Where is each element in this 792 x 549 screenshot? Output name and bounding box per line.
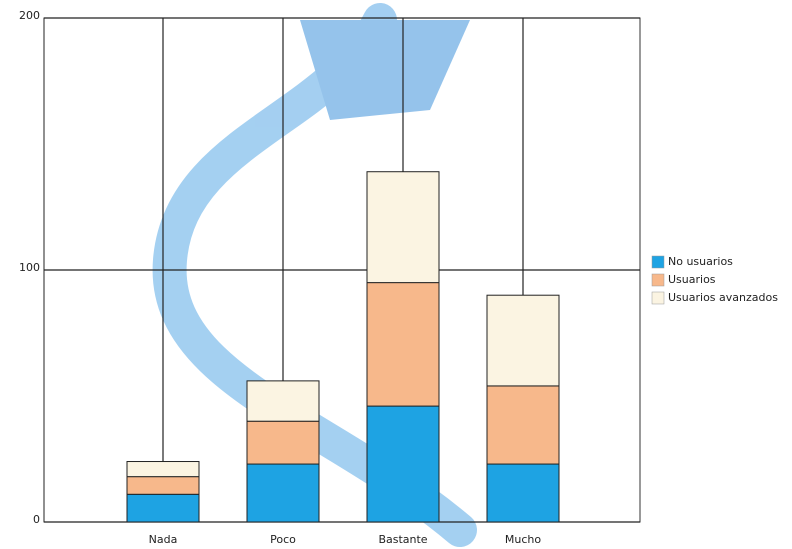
legend-swatch [651, 273, 665, 287]
y-tick-label: 200 [19, 9, 40, 22]
bar-segment [246, 463, 320, 523]
y-tick-label: 0 [33, 513, 40, 526]
cable-plug [300, 20, 470, 120]
y-tick-label: 100 [19, 261, 40, 274]
bar-segment [486, 294, 560, 387]
bar-segment [246, 420, 320, 465]
legend-label: Usuarios avanzados [668, 291, 778, 304]
x-tick-label: Poco [270, 533, 296, 546]
x-tick-label: Mucho [505, 533, 541, 546]
bar-segment [126, 476, 200, 495]
legend-label: Usuarios [668, 273, 716, 286]
bar-segment [246, 380, 320, 422]
legend-swatch [651, 291, 665, 305]
bar-segment [486, 463, 560, 523]
legend-label: No usuarios [668, 255, 733, 268]
x-tick-label: Bastante [378, 533, 427, 546]
background-decoration [152, 3, 477, 547]
legend-swatch [651, 255, 665, 269]
bar-segment [126, 461, 200, 478]
bar-segment [366, 405, 440, 523]
x-tick-label: Nada [149, 533, 178, 546]
cable [152, 3, 477, 547]
bar-segment [486, 385, 560, 465]
bar-segment [126, 493, 200, 523]
bar-segment [366, 171, 440, 284]
bar-segment [366, 282, 440, 407]
